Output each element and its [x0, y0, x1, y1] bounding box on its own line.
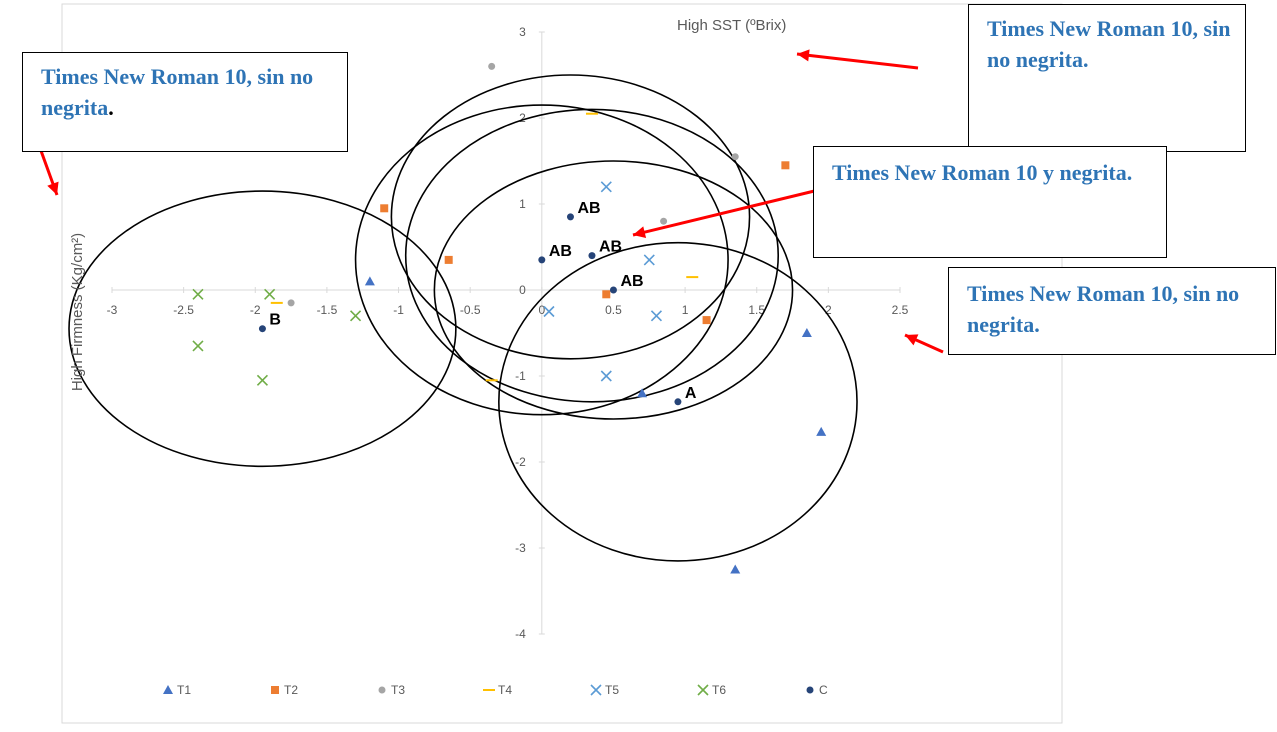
data-point-t3: [660, 217, 668, 225]
annotation-arrowhead: [47, 181, 59, 195]
data-point-c: [538, 256, 546, 264]
annotation-box-top-right-text: Times New Roman 10, sin no negrita.: [987, 16, 1231, 72]
data-point-t6: [192, 340, 204, 352]
annotation-box-mid-right-text: Times New Roman 10 y negrita.: [832, 160, 1133, 185]
significance-label: A: [685, 385, 697, 402]
data-point-t1: [730, 564, 741, 574]
significance-label: AB: [549, 243, 572, 260]
x-tick-label: -1: [393, 303, 404, 317]
annotation-arrowhead: [797, 49, 810, 62]
data-point-c: [609, 286, 617, 294]
data-point-t6: [192, 288, 204, 300]
x-tick-label: -1.5: [317, 303, 338, 317]
legend: T1 T2 T3 T4 T5 T6 C: [163, 683, 828, 697]
x-tick-label: -0.5: [460, 303, 481, 317]
ellipses: [68, 74, 858, 562]
x-tick-label: 0: [538, 303, 545, 317]
annotation-arrows: [38, 49, 944, 354]
data-point-t5: [600, 370, 612, 382]
x-tick-label: 2: [825, 303, 832, 317]
data-point-t1: [637, 388, 648, 398]
annotation-box-left-text: Times New Roman 10, sin no negrita: [41, 64, 314, 120]
data-point-t6: [264, 288, 276, 300]
group-ellipse: [404, 108, 780, 403]
legend-label-c: C: [819, 683, 828, 697]
significance-label: B: [269, 312, 281, 329]
axes: -3 -2.5 -2 -1.5 -1 -0.5 0 0.5 1 1.5 2 2.5 3 2 1 0 -1 -2 -3…: [107, 25, 909, 641]
data-point-t2: [380, 204, 389, 213]
y-tick-label: -4: [515, 627, 526, 641]
annotation-box-bottom-right: Times New Roman 10, sin no negrita.: [948, 267, 1276, 355]
legend-label-t2: T2: [284, 683, 298, 697]
y-axis-title: High Firmness (Kg/cm²): [69, 233, 86, 391]
significance-label: AB: [577, 200, 600, 217]
x-tick-label: -2: [250, 303, 261, 317]
group-ellipse: [354, 104, 729, 416]
data-point-t5: [600, 181, 612, 193]
annotation-arrow: [632, 184, 836, 237]
data-point-t2: [702, 316, 711, 325]
data-point-c: [674, 398, 682, 406]
data-point-t5: [650, 310, 663, 322]
x-tick-label: 2.5: [892, 303, 909, 317]
annotation-arrowhead: [633, 226, 647, 239]
x-tick-label: 1.5: [748, 303, 765, 317]
data-point-t3: [488, 62, 496, 70]
legend-label-t4: T4: [498, 683, 512, 697]
group-ellipse: [390, 74, 751, 360]
data-point-t1: [364, 276, 375, 286]
annotation-box-left-period: .: [108, 95, 114, 120]
legend-label-t6: T6: [712, 683, 726, 697]
legend-label-t3: T3: [391, 683, 405, 697]
data-point-t2: [602, 290, 611, 299]
y-tick-label: 1: [519, 197, 526, 211]
legend-marker-t3: [378, 686, 386, 694]
legend-label-t1: T1: [177, 683, 191, 697]
y-tick-label: -1: [515, 369, 526, 383]
significance-label: AB: [599, 239, 622, 256]
annotation-arrowhead: [905, 334, 919, 346]
data-points: [192, 62, 827, 574]
data-point-c: [258, 325, 266, 333]
group-ellipse: [433, 160, 794, 420]
data-point-t3: [287, 299, 295, 307]
group-ellipse: [68, 190, 457, 468]
data-point-c: [588, 252, 596, 260]
legend-marker-t1: [163, 685, 173, 694]
data-point-t5: [543, 305, 555, 318]
x-tick-label: 0.5: [605, 303, 622, 317]
legend-label-t5: T5: [605, 683, 619, 697]
annotation-box-left: Times New Roman 10, sin no negrita.: [22, 52, 348, 152]
annotation-box-top-right: Times New Roman 10, sin no negrita.: [968, 4, 1246, 152]
data-point-t3: [731, 153, 739, 161]
annotation-box-mid-right: Times New Roman 10 y negrita.: [813, 146, 1167, 258]
data-point-t1: [816, 426, 827, 436]
legend-marker-t2: [271, 686, 279, 694]
data-point-t6: [256, 374, 269, 386]
data-point-t5: [643, 254, 655, 266]
data-point-t2: [781, 161, 790, 170]
legend-marker-c: [806, 686, 814, 694]
legend-marker-t6: [697, 684, 709, 696]
data-point-t2: [444, 255, 453, 264]
data-point-c: [566, 213, 574, 221]
x-axis-title: High SST (ºBrix): [677, 17, 786, 34]
legend-marker-t5: [590, 684, 602, 696]
group-ellipse: [498, 241, 858, 562]
annotation-arrow: [796, 52, 919, 70]
y-tick-label: 0: [519, 283, 526, 297]
x-tick-label: 1: [682, 303, 689, 317]
y-tick-label: -3: [515, 541, 526, 555]
point-labels: B AB AB AB AB A: [269, 200, 696, 402]
y-tick-label: 2: [519, 111, 526, 125]
data-point-t6: [349, 310, 362, 322]
x-tick-label: -2.5: [173, 303, 194, 317]
significance-label: AB: [620, 273, 643, 290]
data-point-t1: [801, 328, 812, 337]
y-tick-label: 3: [519, 25, 526, 39]
y-tick-label: -2: [515, 455, 526, 469]
x-tick-label: -3: [107, 303, 118, 317]
annotation-box-bottom-right-text: Times New Roman 10, sin no negrita.: [967, 281, 1240, 337]
